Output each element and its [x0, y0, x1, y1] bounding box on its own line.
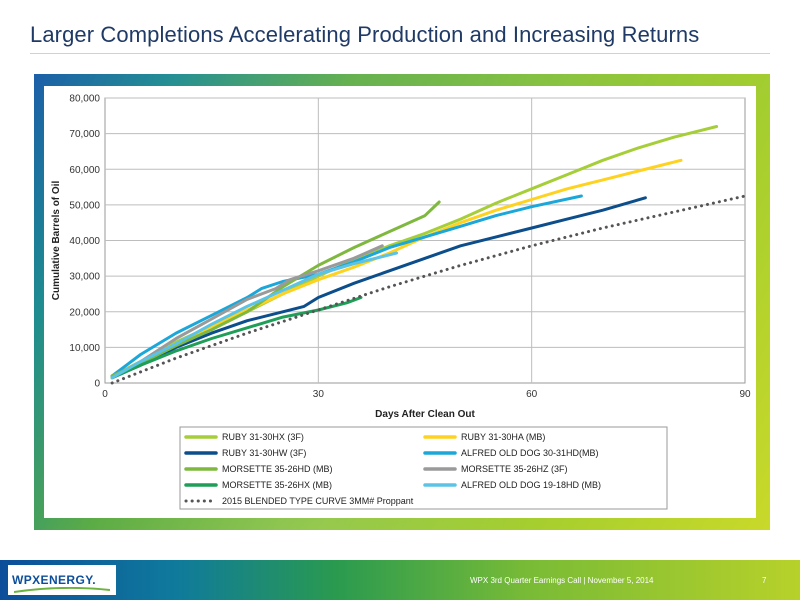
x-tick-label: 90 — [739, 389, 751, 400]
y-tick-label: 80,000 — [69, 94, 100, 105]
x-tick-label: 30 — [313, 389, 325, 400]
logo-text: WPXENERGY. — [12, 573, 97, 587]
series-line-8 — [110, 194, 747, 385]
x-axis-title: Days After Clean Out — [375, 409, 475, 420]
legend-label-5: MORSETTE 35-26HZ (3F) — [461, 464, 568, 474]
legend-label-2: RUBY 31-30HW (3F) — [222, 448, 306, 458]
y-tick-label: 70,000 — [69, 129, 100, 140]
y-tick-label: 0 — [94, 379, 100, 390]
series-line-5 — [110, 244, 384, 380]
series-line-4 — [110, 200, 441, 378]
legend-label-6: MORSETTE 35-26HX (MB) — [222, 480, 332, 490]
footer-caption: WPX 3rd Quarter Earnings Call | November… — [470, 576, 654, 585]
y-tick-label: 60,000 — [69, 165, 100, 176]
legend-box — [179, 426, 668, 510]
title-divider — [30, 53, 770, 54]
legend-label-3: ALFRED OLD DOG 30-31HD(MB) — [461, 448, 599, 458]
y-tick-label: 20,000 — [69, 307, 100, 318]
footer-bar — [0, 560, 800, 600]
production-chart: 0 10,000 20,000 30,000 40,000 50,000 60,000 70,… — [51, 94, 751, 510]
page-number: 7 — [762, 576, 767, 585]
series-line-2 — [110, 196, 647, 380]
logo-swoosh-icon — [14, 587, 110, 593]
slide-title: Larger Completions Accelerating Producti… — [30, 22, 700, 47]
legend-label-0: RUBY 31-30HX (3F) — [222, 432, 304, 442]
legend-label-7: ALFRED OLD DOG 19-18HD (MB) — [461, 480, 601, 490]
y-axis-title: Cumulative Barrels of Oil — [51, 181, 62, 301]
y-tick-label: 30,000 — [69, 272, 100, 283]
x-tick-label: 60 — [526, 389, 538, 400]
y-tick-label: 50,000 — [69, 200, 100, 211]
y-tick-label: 10,000 — [69, 343, 100, 354]
y-tick-label: 40,000 — [69, 236, 100, 247]
legend-label-1: RUBY 31-30HA (MB) — [461, 432, 545, 442]
legend-label-8: 2015 BLENDED TYPE CURVE 3MM# Proppant — [222, 496, 414, 506]
x-tick-label: 0 — [102, 389, 108, 400]
legend-label-4: MORSETTE 35-26HD (MB) — [222, 464, 333, 474]
series-line-7 — [110, 251, 399, 380]
